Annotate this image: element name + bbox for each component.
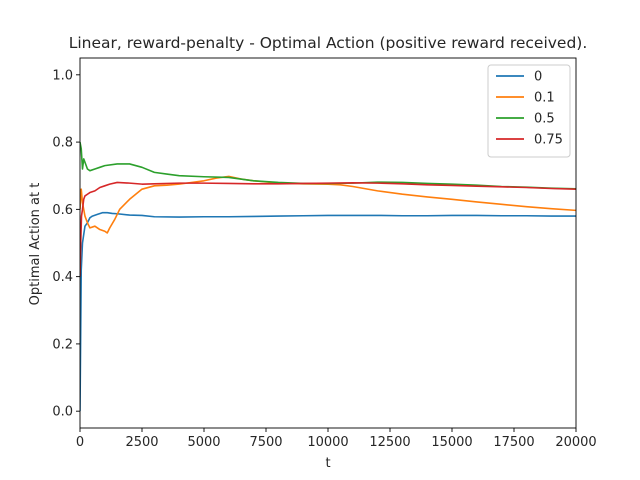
x-tick-label: 10000 xyxy=(307,435,348,450)
series-line-2 xyxy=(80,141,576,190)
axes: 0 2500 5000 7500 10000 12500 15000 17500 20000 0.… xyxy=(52,57,597,450)
legend-label-2: 0.5 xyxy=(534,112,555,127)
series-line-1 xyxy=(80,175,576,234)
x-axis-label: t xyxy=(325,456,330,471)
y-tick-label: 0.8 xyxy=(52,136,73,151)
x-tick-label: 15000 xyxy=(431,435,472,450)
x-tick-label: 7500 xyxy=(249,435,282,450)
legend-box xyxy=(487,64,571,158)
legend-label-1: 0.1 xyxy=(534,91,555,106)
y-tick-label: 0.6 xyxy=(52,203,73,218)
x-tick-label: 12500 xyxy=(369,435,410,450)
y-tick-label: 0.4 xyxy=(52,270,73,285)
x-tick-label: 2500 xyxy=(125,435,158,450)
x-tick-label: 20000 xyxy=(555,435,596,450)
x-tick-label: 0 xyxy=(76,435,84,450)
series-line-0 xyxy=(80,211,576,412)
legend: 0 0.1 0.5 0.75 xyxy=(487,64,571,158)
series-lines xyxy=(80,141,576,412)
y-tick-label: 0.0 xyxy=(52,405,73,420)
y-tick-label: 0.2 xyxy=(52,337,73,352)
legend-label-0: 0 xyxy=(534,70,542,85)
legend-label-3: 0.75 xyxy=(534,133,563,148)
x-tick-label: 5000 xyxy=(187,435,220,450)
y-axis-label: Optimal Action at t xyxy=(28,183,43,306)
series-line-3 xyxy=(80,181,576,277)
chart-title: Linear, reward-penalty - Optimal Action … xyxy=(69,34,588,52)
x-tick-label: 17500 xyxy=(493,435,534,450)
y-tick-label: 1.0 xyxy=(52,68,73,83)
